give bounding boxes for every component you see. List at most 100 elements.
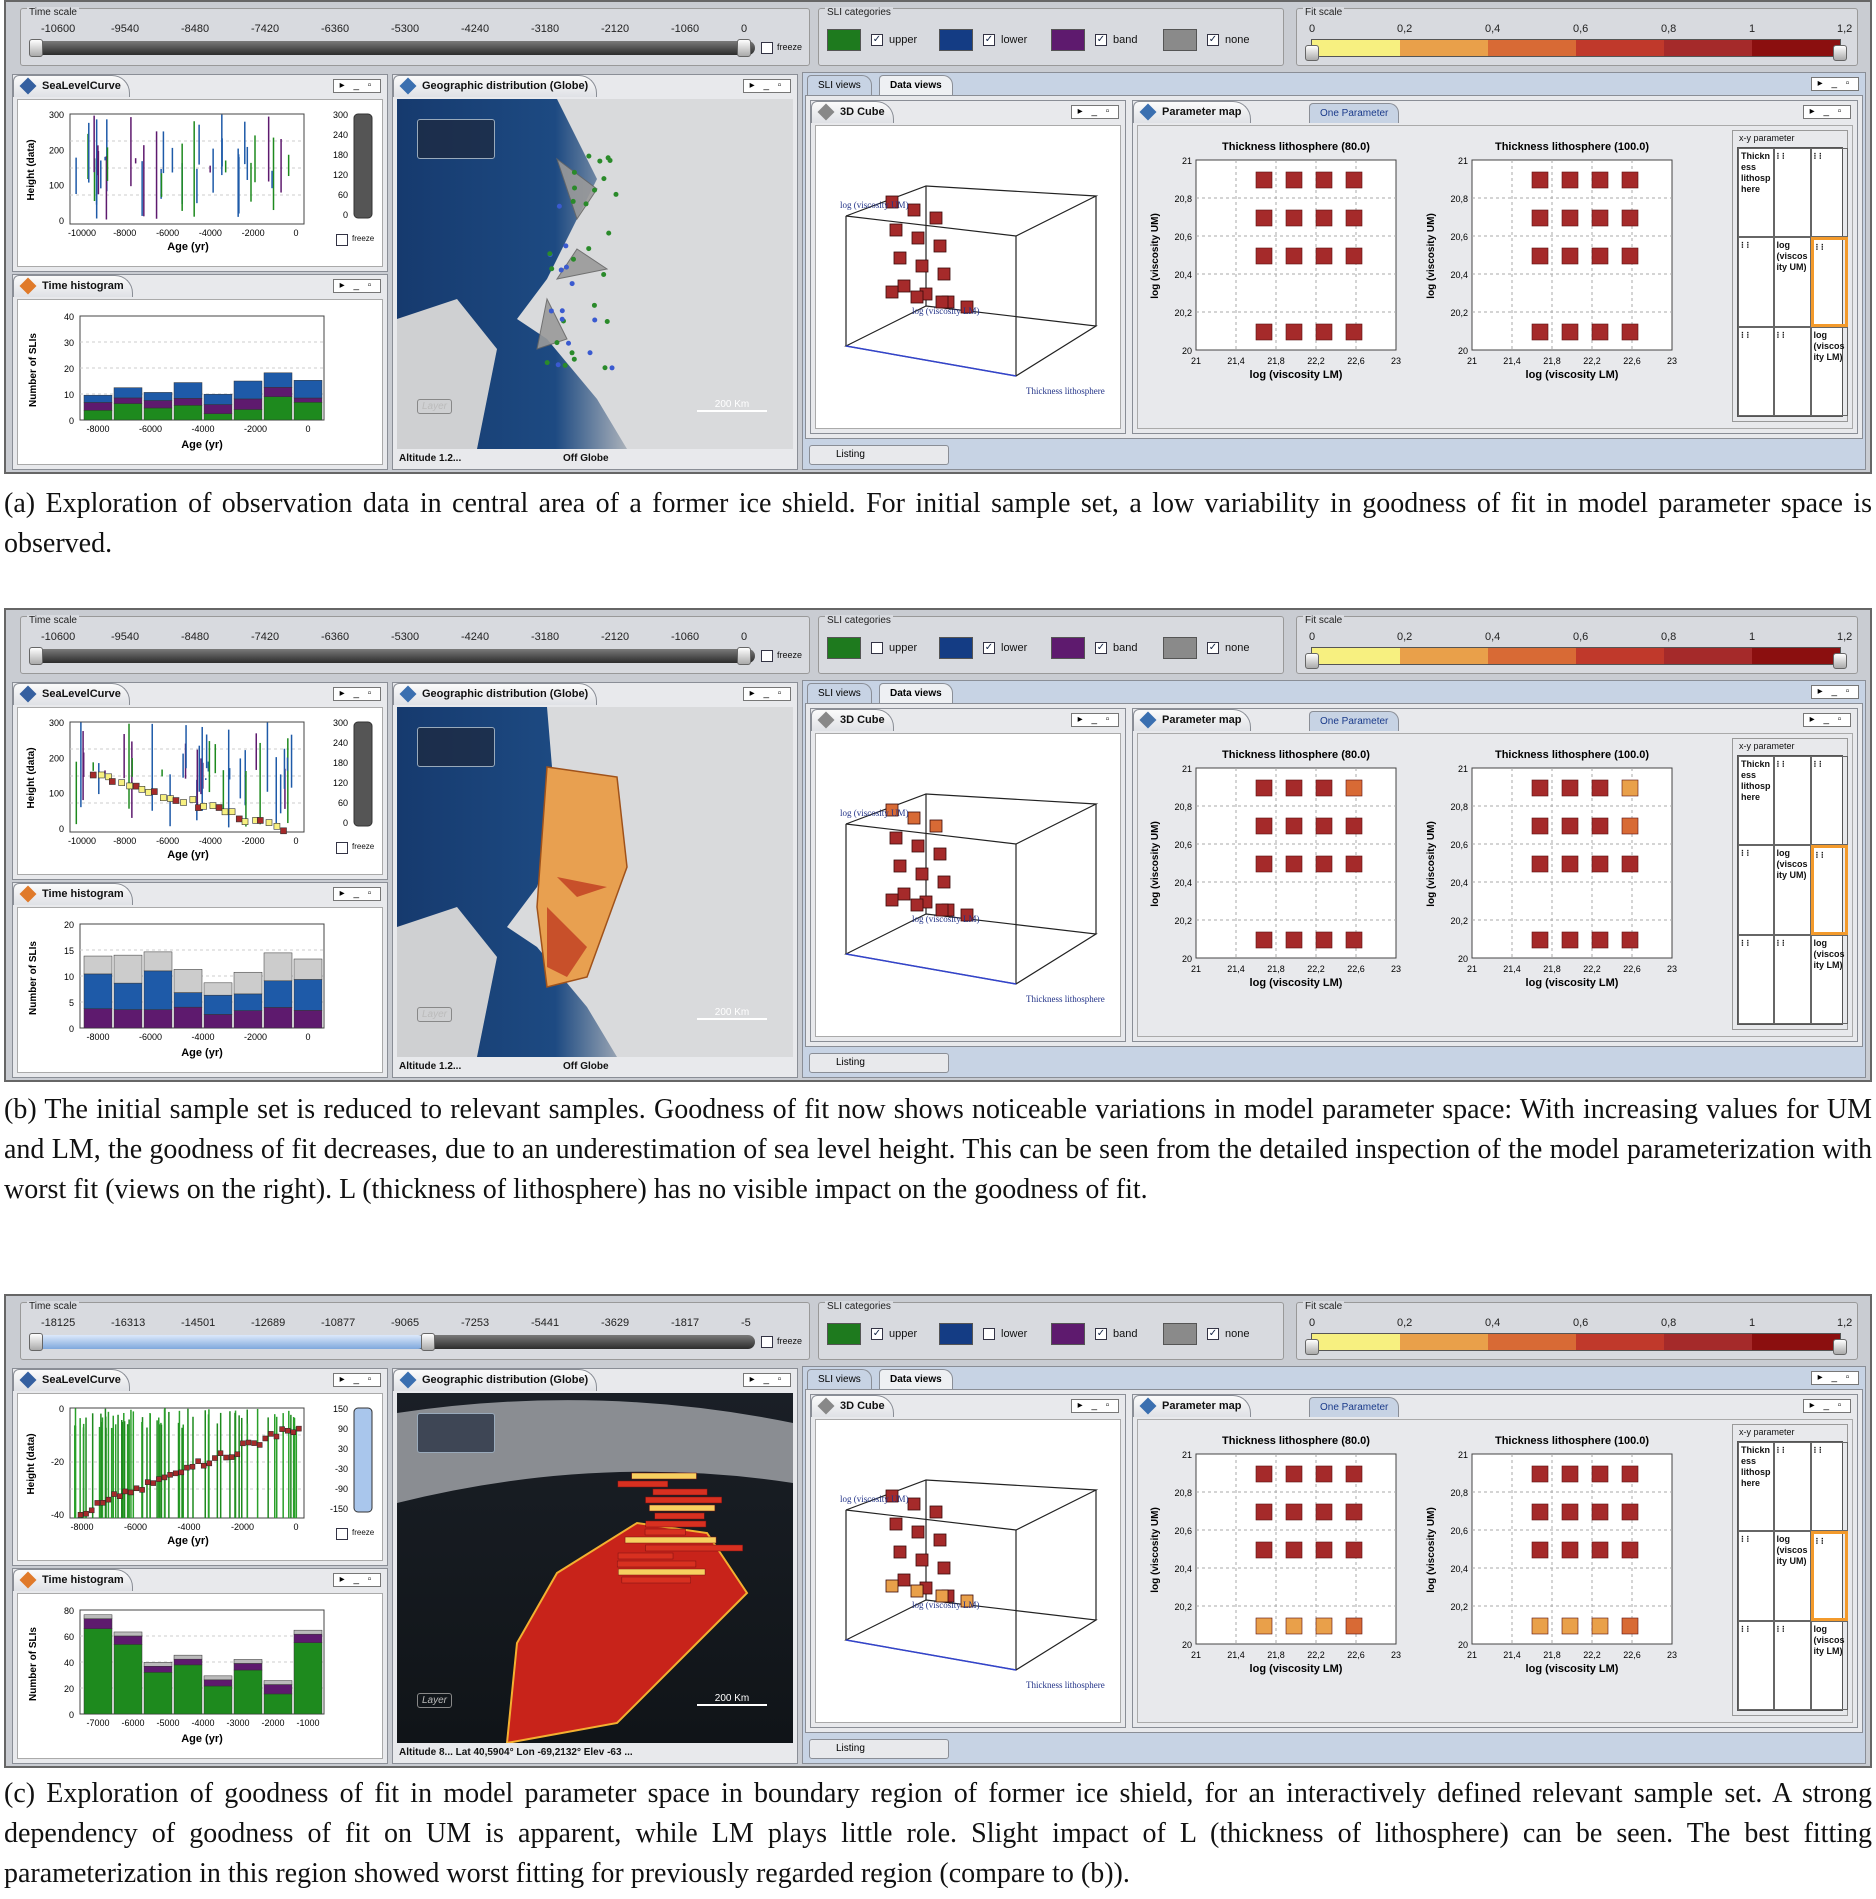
layer-toggle[interactable]: Layer (417, 1007, 453, 1022)
window-buttons[interactable]: ▸ _ ▫ (1803, 1399, 1851, 1413)
cube-sample[interactable] (885, 1489, 899, 1503)
sea-level-sample-point[interactable] (195, 1458, 201, 1464)
parameter-map-cell[interactable] (1621, 817, 1639, 835)
sea-level-sample-point[interactable] (89, 771, 97, 779)
histogram-bar[interactable] (83, 955, 113, 975)
cube-sample[interactable] (960, 300, 974, 314)
sli-bar-3d[interactable] (618, 1568, 706, 1576)
cube-tab[interactable]: 3D Cube (811, 1395, 894, 1417)
cube-sample[interactable] (929, 211, 943, 225)
histogram-bar[interactable] (203, 393, 233, 405)
sea-level-sample-point[interactable] (151, 788, 158, 795)
parameter-map-cell[interactable] (1531, 247, 1549, 265)
xy-parameter-matrix[interactable]: Thickn ess lithosp here ⁝ ⁝ ⁝ ⁝ ⁝ ⁝ log (vis… (1737, 1441, 1848, 1711)
sli-location-dot[interactable] (563, 243, 569, 249)
sea-level-sample-point[interactable] (160, 794, 167, 802)
sea-level-sample-point[interactable] (200, 1462, 207, 1469)
parameter-map-cell[interactable] (1285, 1503, 1303, 1521)
parameter-map-cell[interactable] (1345, 1541, 1363, 1559)
cube-sample[interactable] (889, 831, 903, 845)
parameter-map-cell[interactable] (1531, 779, 1549, 797)
parameter-map-cell[interactable] (1255, 779, 1273, 797)
globe-tab[interactable]: Geographic distribution (Globe) (393, 683, 598, 705)
xy-matrix-scatter[interactable]: ⁝ ⁝ (1810, 148, 1848, 238)
parameter-map-cell[interactable] (1531, 1617, 1549, 1635)
xy-matrix-scatter[interactable]: ⁝ ⁝ (1773, 326, 1811, 416)
sea-level-sample-point[interactable] (167, 1472, 173, 1478)
cube-sample[interactable] (910, 898, 924, 912)
histogram-bar[interactable] (113, 397, 143, 404)
parameter-map-tab[interactable]: Parameter map (1133, 709, 1251, 731)
parameter-map-cell[interactable] (1345, 1617, 1363, 1635)
histogram-bar[interactable] (113, 982, 143, 1010)
histogram-bar[interactable] (113, 1644, 143, 1715)
sea-level-curve-tab[interactable]: SeaLevelCurve (13, 683, 130, 705)
sea-level-sample-point[interactable] (241, 818, 249, 825)
parameter-map-cell[interactable] (1561, 1541, 1579, 1559)
sea-level-sample-point[interactable] (178, 1469, 185, 1476)
sli-location-dot[interactable] (570, 198, 576, 204)
sea-level-sample-point[interactable] (240, 1440, 246, 1447)
sea-level-sample-point[interactable] (105, 773, 112, 781)
listing-tab[interactable]: Listing (809, 445, 949, 465)
parameter-map-cell[interactable] (1285, 1541, 1303, 1559)
histogram-bar[interactable] (293, 1642, 323, 1715)
parameter-map-cell[interactable] (1315, 931, 1333, 949)
time-scale-selection[interactable] (35, 1335, 425, 1349)
parameter-map-cell[interactable] (1621, 171, 1639, 189)
cube-sample[interactable] (893, 251, 907, 265)
tab-data-views[interactable]: Data views (879, 75, 953, 95)
sea-level-sample-point[interactable] (77, 1512, 84, 1518)
cube-sample[interactable] (933, 847, 947, 861)
histogram-bar[interactable] (143, 970, 173, 1010)
histogram-bar[interactable] (83, 973, 113, 1009)
sli-location-dot[interactable] (609, 365, 615, 371)
sli-location-dot[interactable] (583, 201, 589, 207)
sli-bar-3d[interactable] (654, 1512, 705, 1520)
histogram-bar[interactable] (173, 992, 203, 1008)
xy-matrix-scatter[interactable]: ⁝ ⁝ (1810, 756, 1848, 846)
parameter-map-cell[interactable] (1255, 171, 1273, 189)
sea-level-sample-point[interactable] (265, 819, 273, 826)
histogram-bar[interactable] (293, 1010, 323, 1029)
sea-level-sample-point[interactable] (161, 1474, 168, 1481)
parameter-map-cell[interactable] (1285, 171, 1303, 189)
sli-location-dot[interactable] (606, 230, 612, 236)
sea-level-sample-point[interactable] (108, 778, 116, 785)
histogram-bar[interactable] (293, 958, 323, 980)
window-buttons[interactable]: ▸ _ ▫ (1071, 105, 1119, 119)
sli-location-dot[interactable] (592, 187, 598, 193)
cube-sample[interactable] (915, 1553, 929, 1567)
histogram-bar[interactable] (113, 387, 143, 399)
sli-bar-3d[interactable] (644, 1528, 686, 1536)
sli-location-dot[interactable] (572, 185, 578, 191)
cube-sample[interactable] (915, 867, 929, 881)
parameter-map-cell[interactable] (1561, 171, 1579, 189)
fit-scale-max-handle[interactable] (1833, 45, 1847, 61)
histogram-bar[interactable] (83, 1628, 113, 1715)
histogram-bar[interactable] (203, 1014, 233, 1029)
sea-level-sample-point[interactable] (100, 1500, 106, 1506)
xy-matrix-scatter[interactable]: ⁝ ⁝ (1738, 1620, 1774, 1710)
parameter-map-cell[interactable] (1285, 1617, 1303, 1635)
globe-view[interactable]: Layer 200 Km (397, 99, 793, 449)
parameter-map-cell[interactable] (1591, 323, 1609, 341)
parameter-map-cell[interactable] (1285, 247, 1303, 265)
sli-location-dot[interactable] (558, 267, 564, 273)
world-map-overview[interactable] (417, 1413, 495, 1453)
time-scale-start-handle[interactable] (29, 39, 43, 57)
parameter-map-cell[interactable] (1621, 1541, 1639, 1559)
cube-sample[interactable] (885, 285, 899, 299)
sli-location-dot[interactable] (559, 316, 565, 322)
category-checkbox-none[interactable]: ✓ (1207, 1328, 1219, 1340)
histogram-bar[interactable] (173, 1654, 203, 1660)
sea-level-sample-point[interactable] (138, 786, 146, 793)
histogram-bar[interactable] (83, 410, 113, 421)
histogram-bar[interactable] (203, 1685, 233, 1715)
sea-level-sample-point[interactable] (228, 1454, 235, 1460)
histogram-bar[interactable] (233, 380, 263, 400)
sli-location-dot[interactable] (570, 256, 576, 262)
parameter-map-cell[interactable] (1591, 171, 1609, 189)
cube-sample[interactable] (929, 1505, 943, 1519)
cube-sample[interactable] (889, 223, 903, 237)
